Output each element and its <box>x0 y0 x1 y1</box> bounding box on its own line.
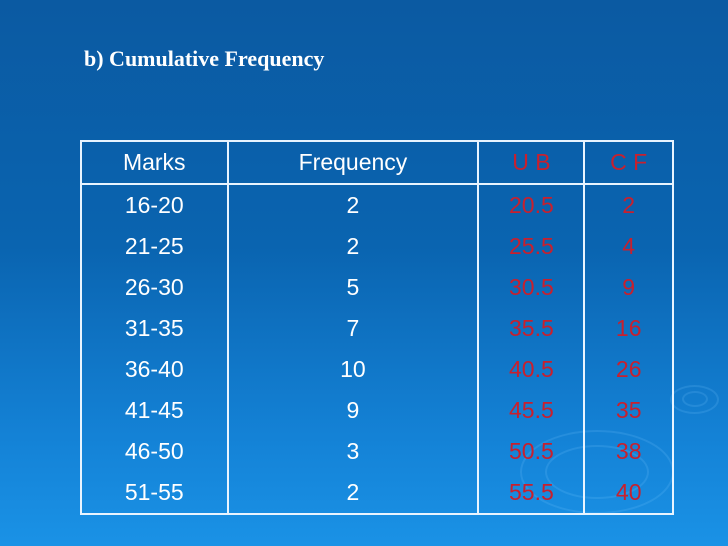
cell-upper-boundary: 25.5 <box>477 226 586 267</box>
cell-marks: 26-30 <box>80 267 229 308</box>
table-row: 16-20 2 20.5 2 <box>80 184 674 226</box>
cell-cumulative-frequency: 40 <box>583 472 674 514</box>
cell-marks: 46-50 <box>80 431 229 472</box>
cell-frequency: 3 <box>226 431 480 472</box>
cell-frequency: 2 <box>226 472 480 514</box>
cell-upper-boundary: 50.5 <box>477 431 586 472</box>
cell-marks: 21-25 <box>80 226 229 267</box>
cell-frequency: 2 <box>226 184 480 226</box>
cell-cumulative-frequency: 4 <box>583 226 674 267</box>
cell-upper-boundary: 30.5 <box>477 267 586 308</box>
cell-marks: 16-20 <box>80 184 229 226</box>
cell-marks: 31-35 <box>80 308 229 349</box>
cell-cumulative-frequency: 38 <box>583 431 674 472</box>
cell-marks: 36-40 <box>80 349 229 390</box>
cell-frequency: 5 <box>226 267 480 308</box>
table-row: 36-40 10 40.5 26 <box>80 349 674 390</box>
cell-cumulative-frequency: 26 <box>583 349 674 390</box>
cell-cumulative-frequency: 2 <box>583 184 674 226</box>
header-upper-boundary: U B <box>477 141 586 185</box>
table-row: 51-55 2 55.5 40 <box>80 472 674 514</box>
header-cumulative-frequency: C F <box>583 141 674 185</box>
header-frequency: Frequency <box>226 141 480 185</box>
cell-cumulative-frequency: 35 <box>583 390 674 431</box>
table-row: 41-45 9 45.5 35 <box>80 390 674 431</box>
table-row: 21-25 2 25.5 4 <box>80 226 674 267</box>
cell-cumulative-frequency: 16 <box>583 308 674 349</box>
cell-frequency: 10 <box>226 349 480 390</box>
cell-frequency: 9 <box>226 390 480 431</box>
header-marks: Marks <box>80 141 229 185</box>
cell-upper-boundary: 55.5 <box>477 472 586 514</box>
cell-upper-boundary: 45.5 <box>477 390 586 431</box>
cell-marks: 41-45 <box>80 390 229 431</box>
cell-marks: 51-55 <box>80 472 229 514</box>
cell-upper-boundary: 35.5 <box>477 308 586 349</box>
cell-frequency: 7 <box>226 308 480 349</box>
cell-upper-boundary: 40.5 <box>477 349 586 390</box>
ripple-decoration <box>682 391 708 407</box>
table-row: 31-35 7 35.5 16 <box>80 308 674 349</box>
cell-cumulative-frequency: 9 <box>583 267 674 308</box>
table-row: 26-30 5 30.5 9 <box>80 267 674 308</box>
cell-upper-boundary: 20.5 <box>477 184 586 226</box>
cell-frequency: 2 <box>226 226 480 267</box>
slide-title: b) Cumulative Frequency <box>84 46 325 71</box>
table-row: 46-50 3 50.5 38 <box>80 431 674 472</box>
